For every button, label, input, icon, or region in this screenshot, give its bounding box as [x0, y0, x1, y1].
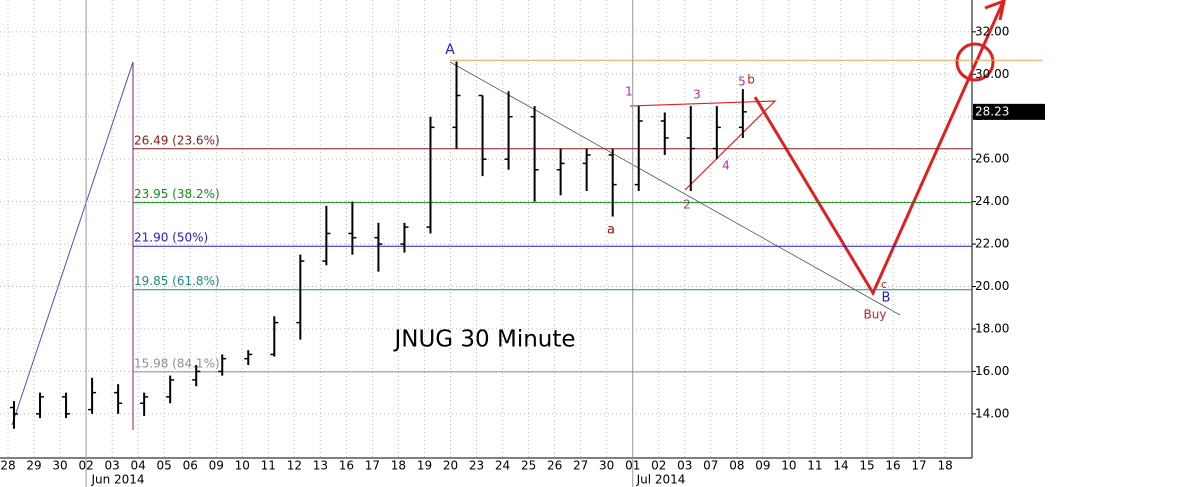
- x-tick-label: 14: [833, 459, 848, 473]
- fib-label: 26.49 (23.6%): [134, 133, 220, 147]
- y-tick-label: 24.00: [975, 194, 1009, 208]
- fib-label: 21.90 (50%): [134, 231, 208, 245]
- y-tick-label: 18.00: [975, 321, 1009, 335]
- annotation: 4: [722, 159, 730, 173]
- x-tick-label: 11: [807, 459, 822, 473]
- fib-label: 15.98 (84.1%): [134, 356, 220, 370]
- y-tick-label: 20.00: [975, 279, 1009, 293]
- x-tick-label: 15: [859, 459, 874, 473]
- projection: [753, 1, 1005, 297]
- annotation: A: [445, 42, 455, 58]
- x-tick-label: 08: [729, 459, 744, 473]
- x-tick-label: 11: [261, 459, 276, 473]
- x-tick-label: 04: [131, 459, 146, 473]
- fib-label: 23.95 (38.2%): [134, 187, 220, 201]
- x-tick-label: 19: [417, 459, 432, 473]
- x-tick-label: 07: [703, 459, 718, 473]
- x-tick-label: 27: [573, 459, 588, 473]
- annotation: c: [881, 278, 887, 291]
- x-tick-label: 12: [287, 459, 302, 473]
- x-tick-label: 16: [885, 459, 900, 473]
- x-tick-label: 03: [104, 459, 119, 473]
- annotation: b: [747, 73, 755, 87]
- x-tick-label: 29: [26, 459, 41, 473]
- annotation: 1: [625, 85, 633, 99]
- month-label: Jul 2014: [636, 473, 686, 487]
- x-tick-label: 05: [157, 459, 172, 473]
- x-tick-label: 30: [52, 459, 67, 473]
- annotation: a: [607, 223, 615, 238]
- fib-anchor-line: [11, 61, 134, 426]
- x-tick-label: 20: [443, 459, 458, 473]
- chart-title: JNUG 30 Minute: [392, 327, 575, 353]
- x-tick-label: 26: [547, 459, 562, 473]
- x-tick-label: 09: [755, 459, 770, 473]
- fib-label: 19.85 (61.8%): [134, 274, 220, 288]
- x-tick-label: 16: [339, 459, 354, 473]
- y-tick-label: 32.00: [975, 24, 1009, 38]
- y-tick-label: 26.00: [975, 152, 1009, 166]
- annotation: Buy: [864, 308, 887, 322]
- last-price-label: 28.23: [975, 104, 1009, 118]
- annotation: B: [882, 291, 891, 306]
- x-tick-label: 23: [469, 459, 484, 473]
- trend-line: [449, 61, 901, 316]
- x-tick-label: 25: [521, 459, 536, 473]
- x-tick-label: 17: [911, 459, 926, 473]
- arrow-head: [984, 0, 1006, 21]
- triangle: [629, 100, 777, 191]
- y-tick-label: 14.00: [975, 406, 1009, 420]
- x-tick-label: 24: [495, 459, 510, 473]
- annotation: 3: [693, 88, 701, 102]
- target-circle: [955, 42, 995, 82]
- x-tick-label: 13: [313, 459, 328, 473]
- x-tick-label: 10: [235, 459, 250, 473]
- x-tick-label: 30: [599, 459, 614, 473]
- x-tick-label: 03: [677, 459, 692, 473]
- x-tick-label: 28: [0, 459, 15, 473]
- x-tick-label: 18: [937, 459, 952, 473]
- annotation: 5: [738, 75, 746, 89]
- x-tick-label: 09: [209, 459, 224, 473]
- y-tick-label: 22.00: [975, 237, 1009, 251]
- x-tick-label: 02: [651, 459, 666, 473]
- annotation: 2: [683, 198, 691, 212]
- x-tick-label: 17: [365, 459, 380, 473]
- month-label: Jun 2014: [90, 473, 144, 487]
- y-tick-label: 30.00: [975, 67, 1009, 81]
- y-tick-label: 16.00: [975, 364, 1009, 378]
- x-tick-label: 10: [781, 459, 796, 473]
- last-price-box: [973, 103, 1045, 120]
- x-tick-label: 18: [391, 459, 406, 473]
- x-tick-label: 06: [183, 459, 198, 473]
